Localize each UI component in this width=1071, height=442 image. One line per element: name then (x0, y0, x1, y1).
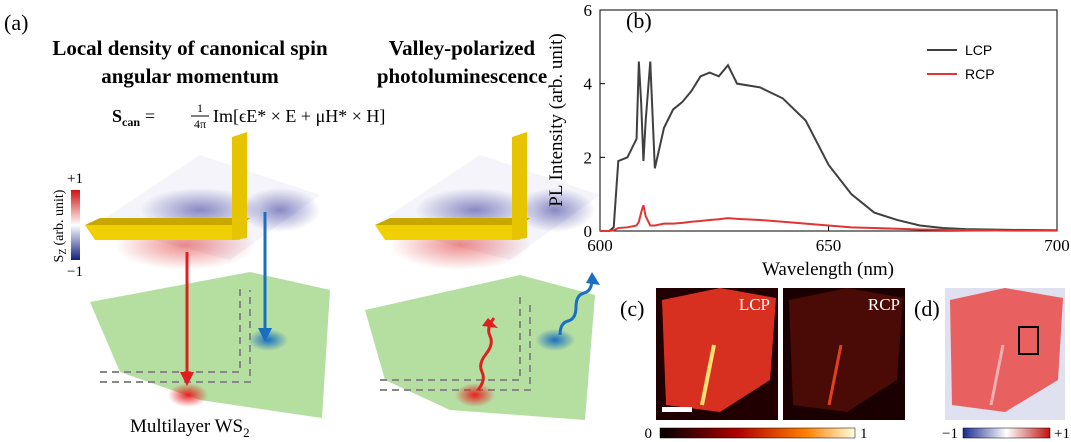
pl-images (656, 288, 1065, 438)
panel-label: (c) (620, 296, 644, 321)
title: angular momentum (101, 64, 279, 88)
material: Multilayer WS2 (130, 416, 250, 440)
y-tick-label: 2 (584, 148, 593, 167)
cb-min: −1 (942, 426, 958, 442)
cb-label-unit: (arb. unit) (52, 189, 67, 245)
line-series (600, 62, 1057, 231)
cb-min: 0 (645, 426, 653, 442)
y-tick-label: 6 (584, 1, 593, 20)
cb-label-sub: Z (58, 249, 69, 255)
legend-label: RCP (965, 66, 995, 82)
x-tick-label: 700 (1044, 236, 1070, 255)
y-tick-label: 4 (584, 75, 593, 94)
y-axis-label: PL Intensity (arb. unit) (546, 33, 567, 206)
figure: (a) (b) (c) (d) Local density of canonic… (0, 0, 1071, 442)
eq-sub: can (122, 115, 140, 129)
eq-num: 1 (197, 101, 203, 115)
diagram-left (71, 132, 330, 418)
image-label: RCP (868, 295, 900, 314)
material-name: Multilayer WS (130, 416, 243, 437)
y-tick-label: 0 (584, 222, 593, 241)
cb-max: +1 (67, 171, 83, 187)
image-label: LCP (739, 295, 770, 314)
cb-label-s: S (52, 255, 67, 263)
eq-den: 4π (194, 117, 206, 131)
eq-rhs: Im[ϵE* × E + μH* × H] (213, 106, 385, 126)
cb-min: −1 (67, 264, 83, 280)
legend-label: LCP (965, 42, 992, 58)
title: Local density of canonical spin (52, 36, 328, 60)
panel-label: (a) (4, 10, 28, 35)
eq-eq: = (145, 106, 155, 126)
cb-max: +1 (1054, 426, 1070, 442)
title: Valley-polarized (389, 36, 536, 60)
panel-label: (d) (914, 296, 940, 321)
title: photoluminescence (377, 64, 547, 88)
x-tick-label: 650 (816, 236, 842, 255)
material-sub: 2 (243, 425, 250, 440)
cb-max: 1 (860, 426, 868, 442)
eq-lhs: S (112, 106, 122, 126)
cb-label: SZ (arb. unit) (52, 189, 69, 262)
x-axis-label: Wavelength (nm) (762, 259, 894, 280)
panel-label: (b) (626, 8, 652, 33)
equation: Scan = (112, 106, 155, 129)
